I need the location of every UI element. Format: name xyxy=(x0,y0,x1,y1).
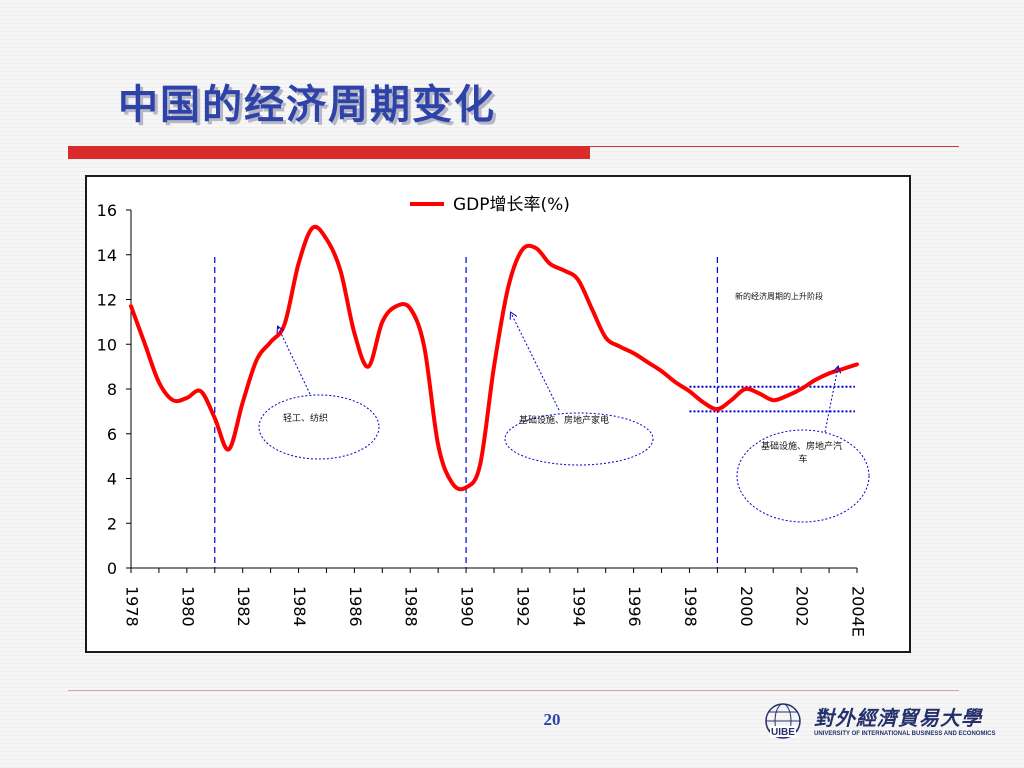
x-tick-label: 1988 xyxy=(402,586,421,627)
y-tick-label: 2 xyxy=(107,514,117,533)
logo-english-name: UNIVERSITY OF INTERNATIONAL BUSINESS AND… xyxy=(814,731,996,737)
annotation-a2-ellipse xyxy=(504,412,654,466)
annotation-a4-label: 新的经济周期的上升阶段 xyxy=(735,291,823,301)
title-rule xyxy=(68,146,959,159)
chart-frame: 0 2 4 6 8 10 12 14 16 1978 1980 1982 1984 1986 1988 199… xyxy=(85,175,911,653)
x-tick-label: 1990 xyxy=(458,586,477,627)
x-tick-label: 1992 xyxy=(513,586,532,627)
annotation-a3-ellipse xyxy=(736,429,870,523)
footer-rule xyxy=(68,690,959,691)
logo-chinese-name: 對外經濟貿易大學 xyxy=(814,706,982,730)
title-rule-red-bar xyxy=(68,146,590,159)
y-tick-label: 0 xyxy=(107,559,117,578)
guides-layer xyxy=(214,257,855,568)
x-tick-label: 1994 xyxy=(569,586,588,627)
annotation-a3-label: 基础设施、房地产汽 车 xyxy=(761,440,845,465)
annotation-a3-label-line2: 车 xyxy=(798,453,807,465)
university-logo: UIBE 對外經濟貿易大學 UNIVERSITY OF INTERNATIONA… xyxy=(760,700,995,746)
annotation-a1-label: 轻工、纺织 xyxy=(283,412,328,424)
x-tick-label: 1980 xyxy=(178,586,197,627)
page-number: 20 xyxy=(543,710,561,729)
annotation-layer: 轻工、纺织 基础设施、房地产家电 基础设施、房地产汽 车 新的经济周期的上升阶段 xyxy=(258,291,870,523)
series-layer xyxy=(129,224,859,492)
legend-label: GDP增长率(%) xyxy=(453,195,570,215)
title-rule-thin-line xyxy=(590,146,959,147)
series-line-gdp-growth xyxy=(129,224,859,492)
annotation-a3-label-line1: 基础设施、房地产汽 xyxy=(761,440,842,452)
x-tick-label: 1978 xyxy=(123,586,142,627)
y-tick-label: 6 xyxy=(107,425,117,444)
axes-layer: 0 2 4 6 8 10 12 14 16 1978 1980 1982 1984 1986 1988 199… xyxy=(97,201,868,637)
x-tick-label: 1984 xyxy=(290,586,309,627)
annotation-a1-arrow xyxy=(278,327,311,395)
x-tick-label: 2000 xyxy=(737,586,756,627)
uibe-globe-icon: UIBE xyxy=(765,703,801,739)
y-tick-label: 10 xyxy=(97,335,117,354)
logo-mark-text: UIBE xyxy=(771,727,795,738)
annotation-a3-arrow xyxy=(824,367,838,433)
x-tick-label: 1982 xyxy=(234,586,253,627)
x-tick-label: 1986 xyxy=(346,586,365,627)
x-tick-label: 1998 xyxy=(681,586,700,627)
annotation-a2-label: 基础设施、房地产家电 xyxy=(519,414,609,426)
x-tick-label: 1996 xyxy=(625,586,644,627)
y-tick-label: 4 xyxy=(107,470,117,489)
y-tick-label: 8 xyxy=(107,380,117,399)
y-tick-label: 14 xyxy=(97,246,117,265)
annotation-a2-arrow xyxy=(511,313,560,411)
chart-legend: GDP增长率(%) xyxy=(410,195,570,215)
gdp-growth-chart: 0 2 4 6 8 10 12 14 16 1978 1980 1982 1984 1986 1988 199… xyxy=(97,195,870,637)
slide-title: 中国的经济周期变化 xyxy=(118,82,496,128)
y-tick-label: 16 xyxy=(97,201,117,220)
y-tick-label: 12 xyxy=(97,291,117,310)
x-tick-label: 2004E xyxy=(849,586,868,637)
x-tick-label: 2002 xyxy=(793,586,812,627)
annotation-a1-ellipse xyxy=(258,394,380,460)
